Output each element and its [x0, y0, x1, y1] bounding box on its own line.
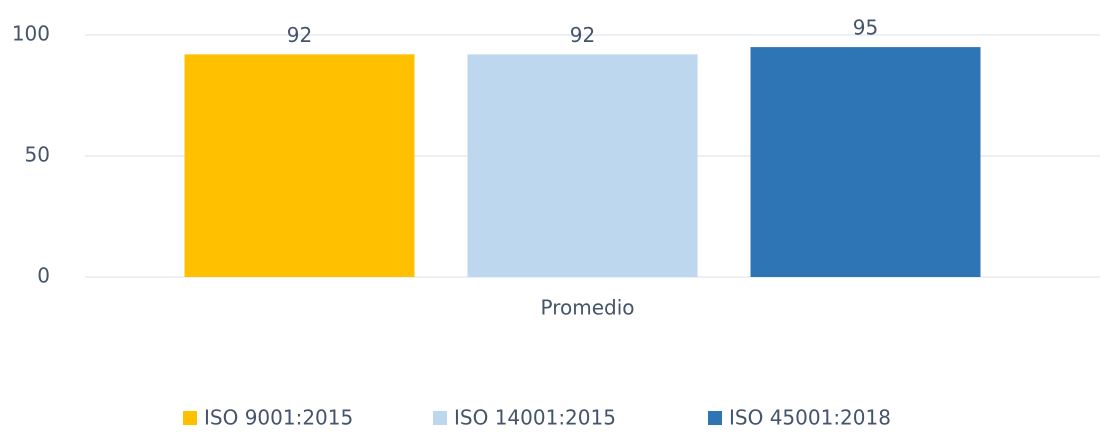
y-tick-label: 100: [12, 22, 50, 46]
y-tick-label: 50: [25, 143, 50, 167]
legend-label: ISO 9001:2015: [204, 406, 353, 430]
legend-label: ISO 14001:2015: [454, 406, 616, 430]
y-tick-label: 0: [37, 264, 50, 288]
legend-label: ISO 45001:2018: [729, 406, 891, 430]
legend-swatch: [183, 411, 197, 425]
bar: [184, 54, 415, 277]
legend-swatch: [708, 411, 722, 425]
data-label: 95: [853, 16, 878, 40]
x-tick-label: Promedio: [540, 296, 634, 320]
bar: [750, 47, 981, 277]
legend-swatch: [433, 411, 447, 425]
data-label: 92: [570, 23, 595, 47]
data-label: 92: [287, 23, 312, 47]
bar: [467, 54, 698, 277]
